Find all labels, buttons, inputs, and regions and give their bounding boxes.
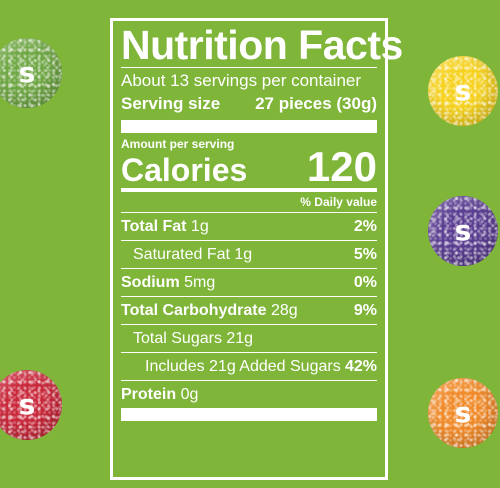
bottom-thick-divider xyxy=(121,408,377,421)
orange-candy: s xyxy=(428,378,498,448)
candy-logo-yellow: s xyxy=(454,74,472,107)
serving-size-label: Serving size xyxy=(121,94,221,113)
red-candy: s xyxy=(0,370,62,440)
nutrient-name: Protein xyxy=(121,385,177,403)
nutrient-name: Total Sugars xyxy=(133,329,222,347)
calories-row: Calories 120 xyxy=(121,143,377,190)
nutrient-percent: 42% xyxy=(344,357,377,375)
thick-divider xyxy=(121,120,377,133)
nutrient-row-total-carbohydrate: Total Carbohydrate 28g 9% xyxy=(121,296,377,324)
serving-size-row: Serving size 27 pieces (30g) xyxy=(121,92,377,116)
serving-size-value: 27 pieces (30g) xyxy=(255,94,377,113)
nutrient-percent: 9% xyxy=(353,301,377,319)
nutrient-percent: 2% xyxy=(353,217,377,235)
candy-logo-orange: s xyxy=(454,396,472,429)
candy-logo-purple: s xyxy=(454,214,472,247)
label-title: Nutrition Facts xyxy=(121,22,403,68)
amount-per-serving: Amount per serving xyxy=(121,137,235,151)
green-candy: s xyxy=(0,38,62,108)
divider xyxy=(121,67,377,68)
candy-logo-green: s xyxy=(18,56,36,89)
nutrient-row-total-fat: Total Fat 1g 2% xyxy=(121,212,377,240)
nutrient-name: Saturated Fat xyxy=(133,245,230,263)
nutrient-row-added-sugars: Includes 21g Added Sugars 42% xyxy=(121,352,377,380)
nutrient-name: Total Carbohydrate xyxy=(121,301,267,319)
purple-candy: s xyxy=(428,196,498,266)
nutrient-percent: 0% xyxy=(353,273,377,291)
candy-logo-red: s xyxy=(18,388,36,421)
nutrient-name: Total Fat xyxy=(121,217,187,235)
nutrient-amount: 5mg xyxy=(179,273,216,291)
nutrient-amount: 1g xyxy=(186,217,209,235)
daily-value-header: % Daily value xyxy=(300,195,377,209)
nutrient-amount: 1g xyxy=(229,245,253,263)
medium-divider xyxy=(121,188,377,192)
calories-label: Calories xyxy=(121,152,248,188)
calories-value: 120 xyxy=(306,143,377,190)
nutrient-row-saturated-fat: Saturated Fat 1g 5% xyxy=(121,240,377,268)
nutrient-amount: 0g xyxy=(176,385,199,403)
nutrient-name: Includes 21g Added Sugars xyxy=(145,357,341,375)
servings-per-container: About 13 servings per container xyxy=(121,71,362,90)
nutrient-row-protein: Protein 0g xyxy=(121,380,377,408)
nutrient-row-total-sugars: Total Sugars 21g xyxy=(121,324,377,352)
nutrient-percent: 5% xyxy=(353,245,377,263)
nutrient-amount: 28g xyxy=(266,301,298,319)
nutrition-facts-label: Nutrition Facts About 13 servings per co… xyxy=(110,18,403,480)
yellow-candy: s xyxy=(428,56,498,126)
nutrient-name: Sodium xyxy=(121,273,180,291)
nutrient-row-sodium: Sodium 5mg 0% xyxy=(121,268,377,296)
nutrient-amount: 21g xyxy=(221,329,254,347)
